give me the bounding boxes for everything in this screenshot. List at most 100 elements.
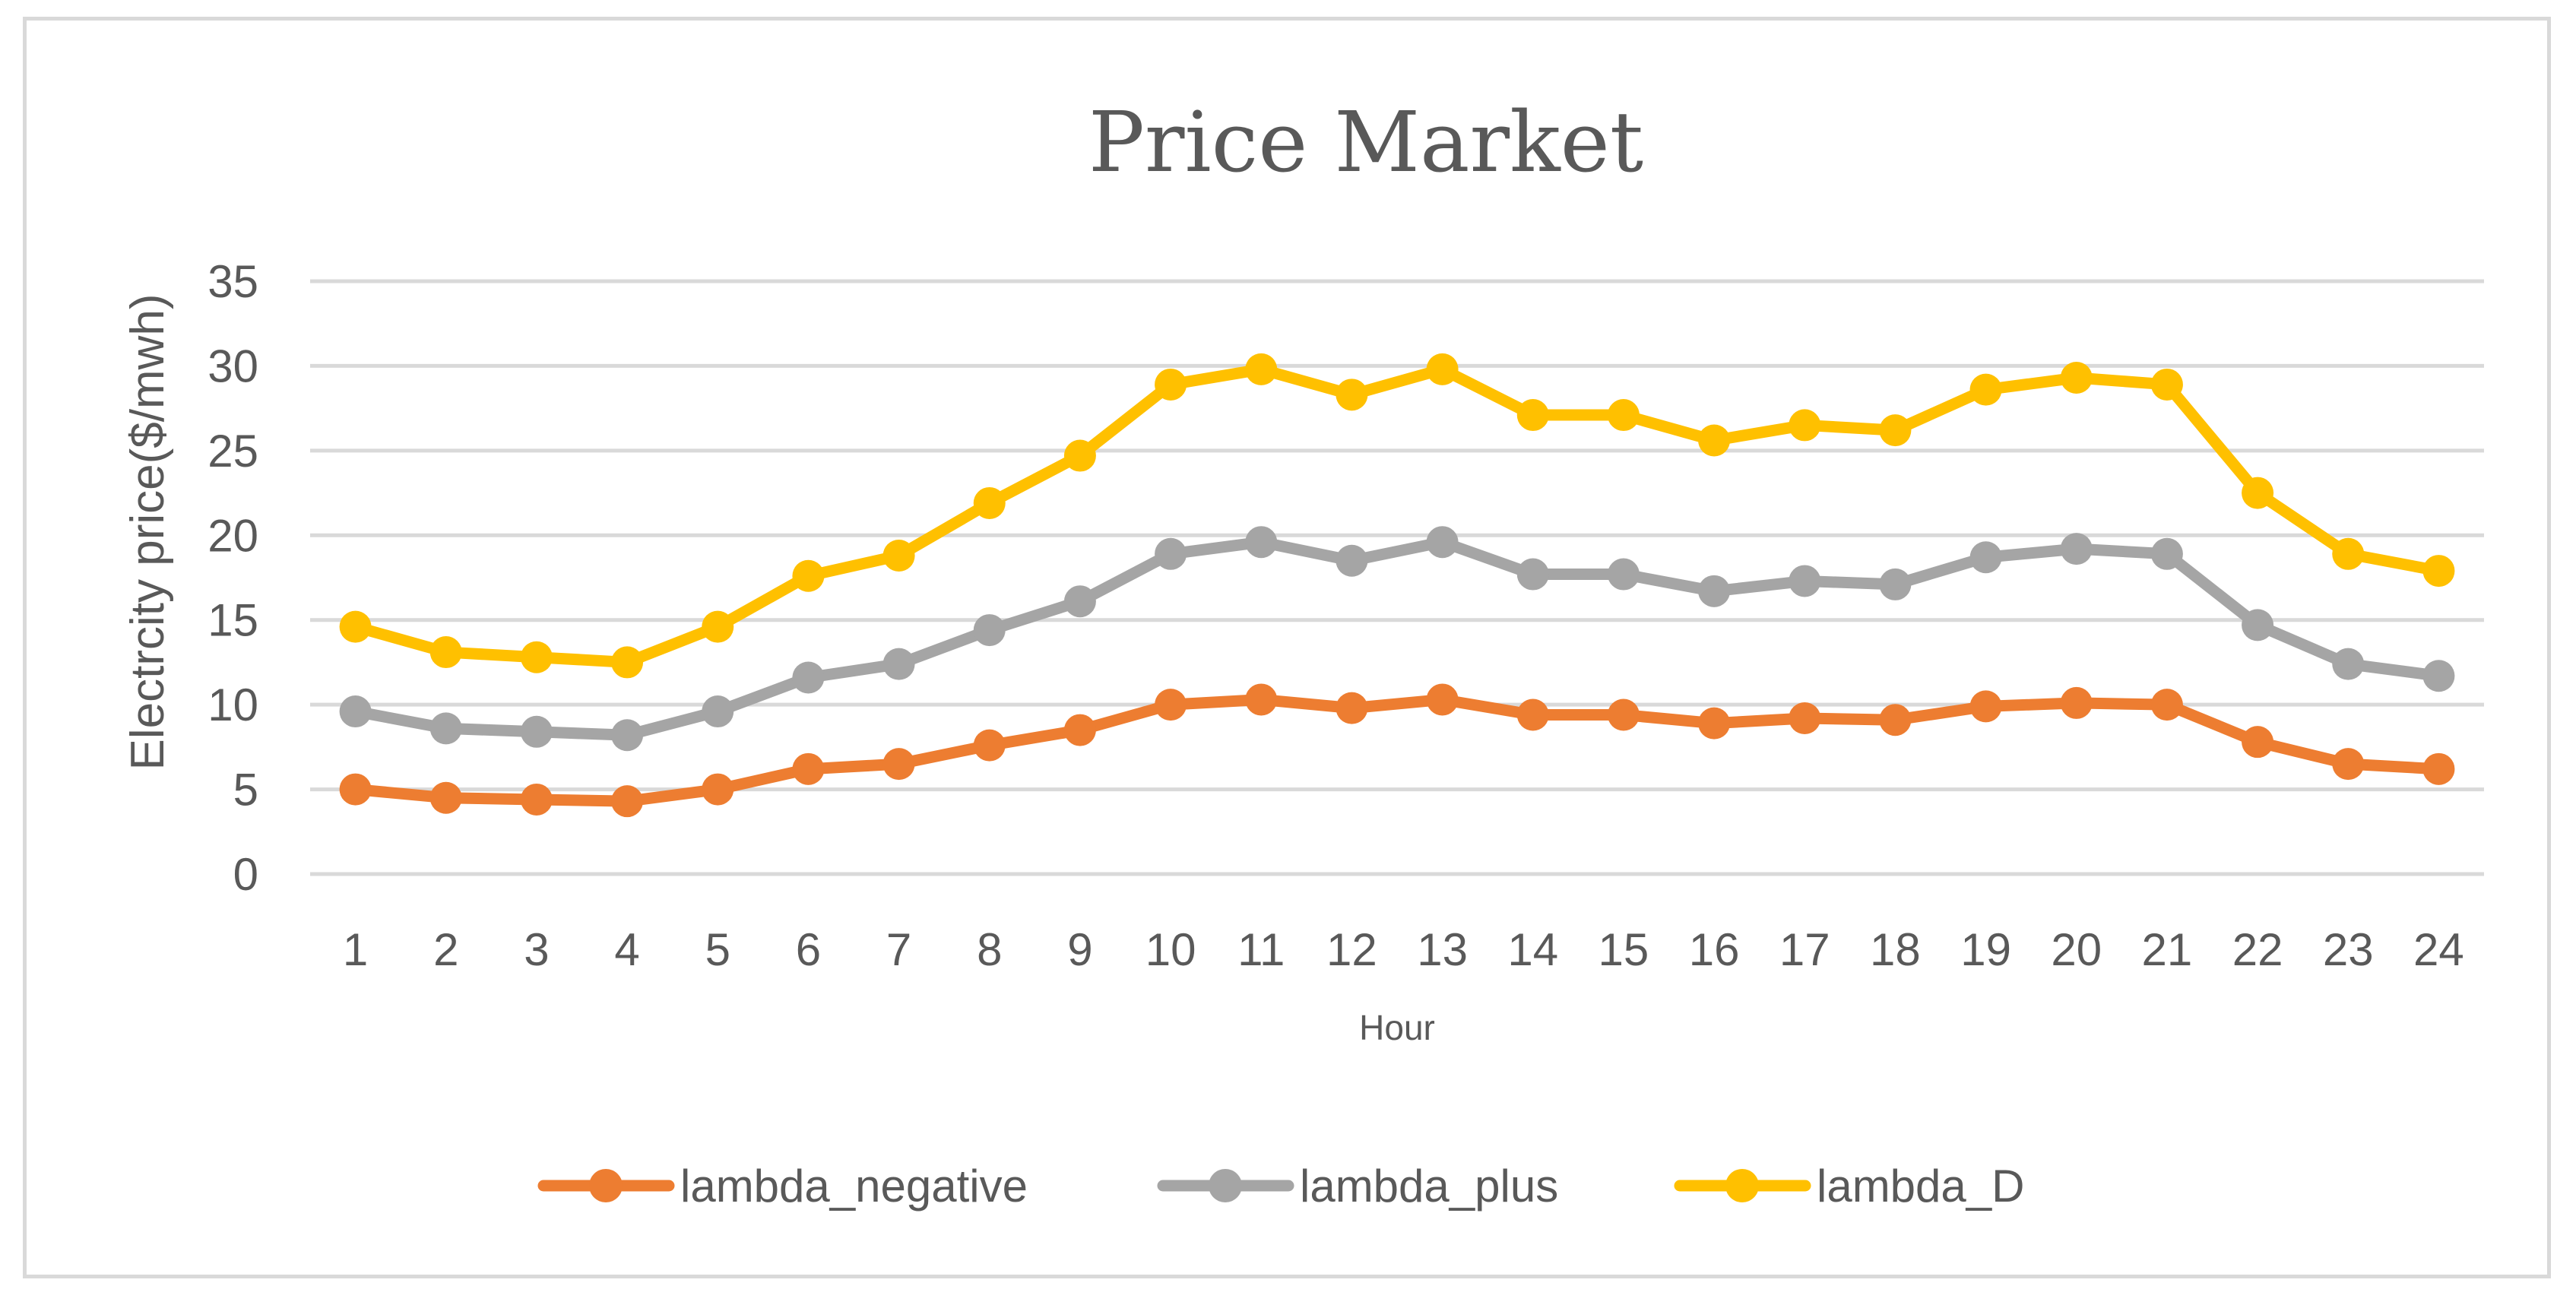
y-tick-label: 15 [208,595,258,646]
data-point-lambda_D [1879,414,1912,447]
legend-marker [589,1169,623,1202]
x-tick-label: 5 [705,924,730,975]
data-point-lambda_negative [1516,698,1549,731]
data-point-lambda_negative [2422,752,2455,785]
data-point-lambda_negative [339,773,372,806]
data-point-lambda_plus [1336,544,1368,577]
x-tick-label: 24 [2413,924,2464,975]
x-tick-label: 15 [1599,924,1649,975]
x-tick-label: 19 [1960,924,2011,975]
data-point-lambda_negative [2242,726,2274,759]
x-tick-label: 18 [1870,924,1921,975]
data-point-lambda_plus [339,695,372,728]
x-tick-label: 10 [1145,924,1196,975]
legend-item-lambda_D: lambda_D [1674,1161,2025,1212]
x-tick-label: 21 [2142,924,2193,975]
data-point-lambda_D [339,610,372,643]
data-point-lambda_negative [1698,707,1731,740]
data-point-lambda_negative [1063,714,1096,746]
y-tick-label: 30 [208,341,258,391]
series-lambda_plus [339,526,2455,752]
data-point-lambda_D [1245,353,1278,385]
data-point-lambda_D [973,486,1006,519]
data-point-lambda_negative [1607,698,1640,731]
x-tick-label: 2 [433,924,458,975]
data-point-lambda_D [1155,368,1187,401]
x-axis-label: Hour [1359,1008,1435,1047]
legend-marker [1725,1169,1759,1202]
data-point-lambda_D [1607,399,1640,432]
gridlines [310,279,2484,876]
data-point-lambda_plus [792,661,825,694]
y-tick-label: 20 [208,510,258,561]
data-point-lambda_plus [2242,609,2274,641]
legend-item-lambda_plus: lambda_plus [1157,1161,1558,1212]
data-point-lambda_plus [1245,526,1278,559]
x-tick-label: 23 [2323,924,2374,975]
y-tick-label: 0 [233,849,258,900]
x-tick-label: 8 [977,924,1002,975]
legend-marker [1209,1169,1242,1202]
data-point-lambda_plus [1789,565,1821,597]
data-point-lambda_D [2422,555,2455,588]
data-point-lambda_D [2060,362,2093,394]
data-point-lambda_negative [1789,702,1821,734]
data-point-lambda_negative [882,748,915,781]
series-lambda_D [339,353,2455,679]
x-tick-label: 22 [2232,924,2283,975]
x-tick-label: 13 [1417,924,1468,975]
data-point-lambda_negative [702,773,734,806]
x-tick-label: 7 [886,924,911,975]
data-point-lambda_plus [1698,575,1731,607]
data-point-lambda_D [1789,409,1821,442]
x-tick-label: 1 [343,924,368,975]
data-point-lambda_plus [2150,537,2183,570]
y-axis-label: Electrcity price($/mwh) [122,294,174,771]
data-point-lambda_D [1969,373,2002,406]
y-axis-ticks: 0 5 10 15 20 25 30 35 [208,256,258,900]
data-point-lambda_plus [520,715,553,748]
x-tick-label: 3 [524,924,549,975]
data-point-lambda_plus [1969,541,2002,574]
data-point-lambda_D [1336,379,1368,411]
legend: lambda_negative lambda_plus lambda_D [537,1161,2025,1212]
data-point-lambda_D [520,641,553,673]
data-point-lambda_plus [1879,568,1912,600]
series-layer [339,353,2455,818]
data-point-lambda_negative [792,752,825,785]
data-point-lambda_D [702,610,734,643]
data-point-lambda_plus [882,648,915,680]
data-point-lambda_negative [973,729,1006,762]
data-point-lambda_plus [2422,660,2455,692]
data-point-lambda_D [1063,439,1096,472]
data-point-lambda_negative [1426,683,1459,716]
legend-label: lambda_negative [680,1161,1028,1212]
data-point-lambda_D [1698,424,1731,457]
data-point-lambda_plus [973,614,1006,647]
x-tick-label: 20 [2051,924,2102,975]
data-point-lambda_negative [2060,686,2093,719]
data-point-lambda_plus [429,712,462,745]
x-tick-label: 11 [1237,924,1285,975]
data-point-lambda_negative [611,785,644,818]
x-tick-label: 12 [1326,924,1377,975]
data-point-lambda_plus [1426,526,1459,559]
data-point-lambda_negative [520,783,553,816]
x-tick-label: 16 [1689,924,1740,975]
data-point-lambda_negative [1969,690,2002,723]
data-point-lambda_negative [2150,689,2183,721]
data-point-lambda_negative [1879,704,1912,736]
x-tick-label: 14 [1507,924,1558,975]
data-point-lambda_negative [2332,748,2365,781]
y-tick-label: 35 [208,256,258,307]
data-point-lambda_D [611,646,644,679]
y-tick-label: 25 [208,426,258,477]
data-point-lambda_D [2242,477,2274,509]
data-point-lambda_negative [1336,692,1368,724]
data-point-lambda_negative [1155,689,1187,721]
data-point-lambda_D [1516,399,1549,432]
data-point-lambda_plus [611,719,644,752]
x-tick-label: 17 [1779,924,1830,975]
y-tick-label: 5 [233,765,258,816]
